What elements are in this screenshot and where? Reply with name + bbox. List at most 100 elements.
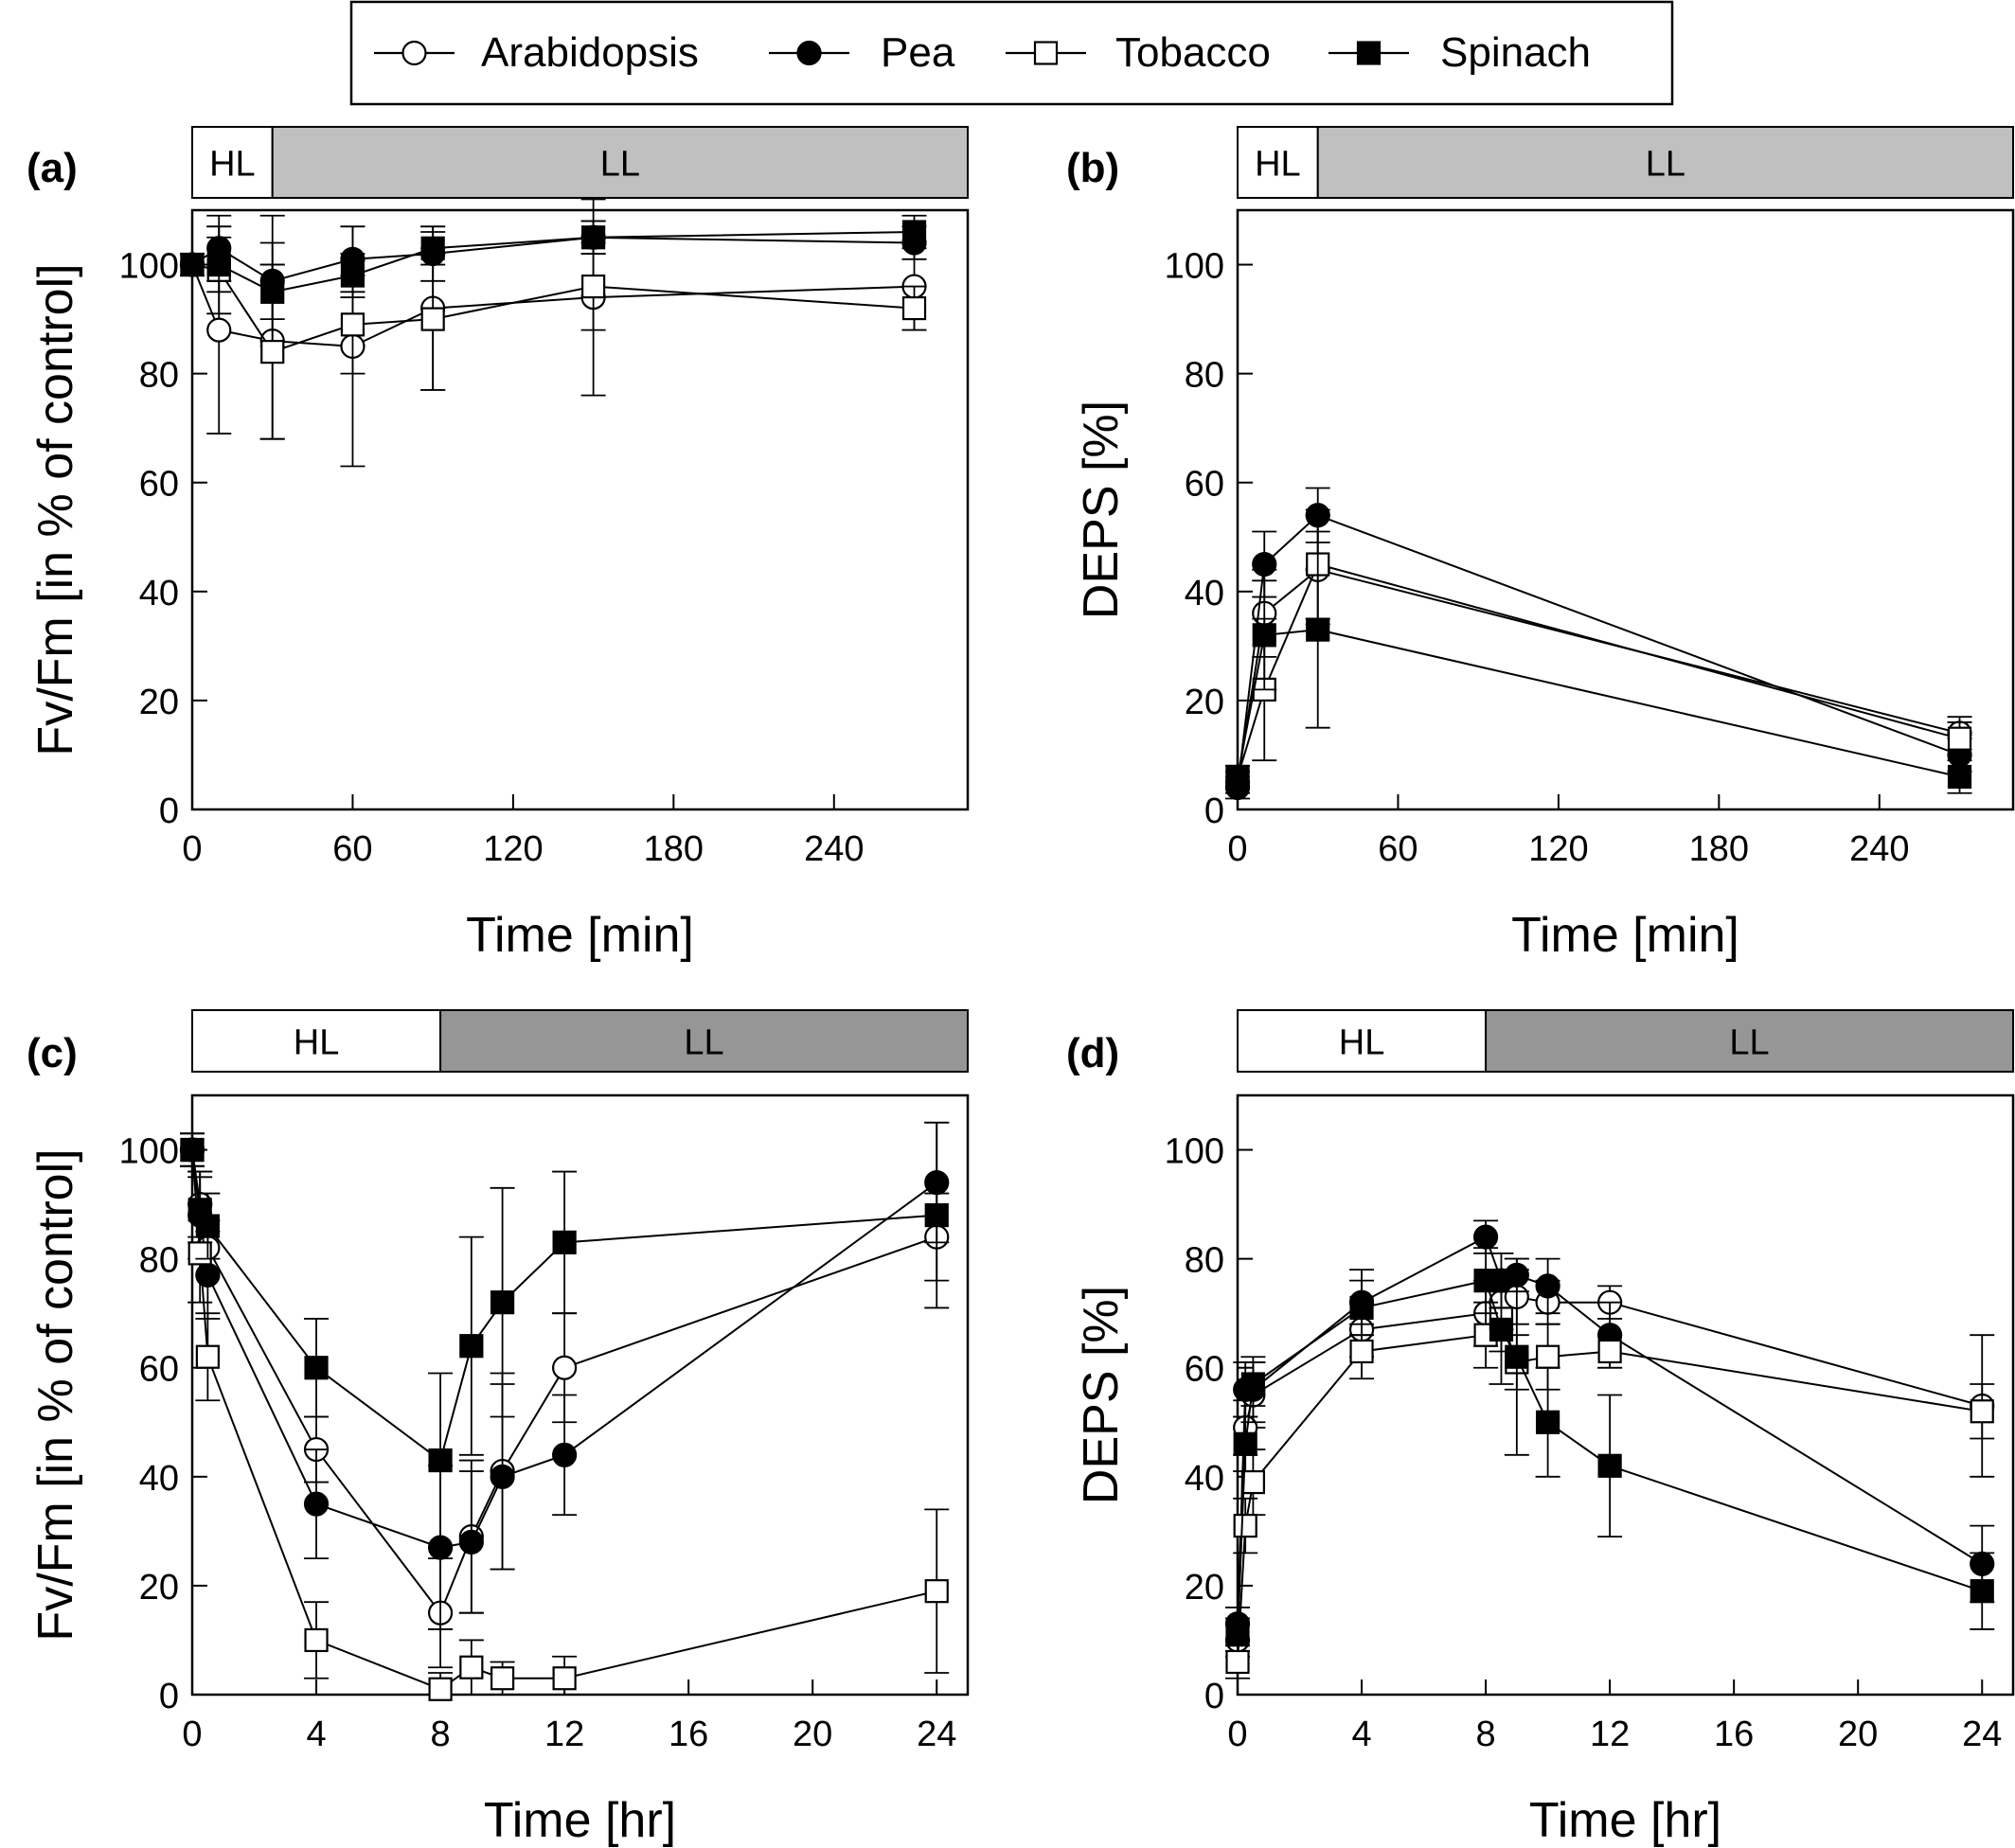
y-tick-label: 20 bbox=[1185, 1568, 1224, 1608]
panel-label-d: (d) bbox=[1066, 1030, 1119, 1076]
x-tick-label: 0 bbox=[1227, 829, 1247, 869]
data-point-tobacco bbox=[552, 1666, 577, 1691]
data-point-spinach bbox=[260, 279, 285, 304]
x-tick-label: 0 bbox=[182, 1715, 202, 1754]
data-point-spinach bbox=[304, 1356, 329, 1380]
x-tick-label: 20 bbox=[1838, 1715, 1878, 1754]
series-pea bbox=[179, 214, 927, 347]
x-tick-label: 24 bbox=[917, 1715, 956, 1754]
data-point-tobacco bbox=[304, 1627, 329, 1653]
light-bar-label-hl: HL bbox=[1255, 145, 1301, 185]
light-bar-hl bbox=[191, 126, 274, 199]
y-tick-label: 80 bbox=[139, 356, 179, 396]
data-point-pea bbox=[552, 1442, 578, 1467]
legend-label-spinach: Spinach bbox=[1440, 29, 1591, 76]
x-tick-label: 0 bbox=[182, 829, 202, 869]
data-point-tobacco bbox=[901, 295, 927, 321]
panel-c: (c) HL LL 0 20 40 60 80 100 0 4 8 12 16 20 24 Time [hr] F… bbox=[27, 1009, 970, 1848]
data-point-tobacco bbox=[1597, 1339, 1622, 1364]
data-point-spinach bbox=[180, 252, 205, 277]
y-tick-label: 0 bbox=[1204, 791, 1224, 831]
x-tick-label: 180 bbox=[644, 829, 704, 869]
x-tick-label: 12 bbox=[544, 1715, 584, 1754]
series-line-tobacco bbox=[1237, 562, 1960, 777]
legend-marker-spinach bbox=[1356, 41, 1382, 65]
light-bar-label-hl: HL bbox=[1339, 1023, 1385, 1063]
y-axis-label: DEPS [%] bbox=[1074, 400, 1129, 619]
series-spinach bbox=[180, 214, 927, 320]
y-tick-label: 60 bbox=[139, 465, 179, 505]
data-point-tobacco bbox=[428, 1677, 453, 1701]
legend: Arabidopsis Pea Tobacco Spinach bbox=[349, 0, 1674, 106]
y-axis-label: DEPS [%] bbox=[1074, 1286, 1129, 1504]
light-bar-hl bbox=[1237, 126, 1319, 199]
legend-label-tobacco: Tobacco bbox=[1115, 29, 1271, 76]
series-line-pea bbox=[191, 236, 915, 282]
series-spinach bbox=[180, 1121, 950, 1549]
y-tick-label: 60 bbox=[1185, 1350, 1224, 1390]
series-spinach bbox=[1225, 1247, 1995, 1652]
data-point-spinach bbox=[1970, 1579, 1994, 1604]
data-point-spinach bbox=[459, 1334, 484, 1359]
data-point-spinach bbox=[1240, 1372, 1265, 1396]
light-bar-hl bbox=[1237, 1009, 1488, 1073]
data-point-tobacco bbox=[1535, 1344, 1560, 1369]
y-tick-label: 80 bbox=[1185, 356, 1224, 396]
light-bar-ll bbox=[1485, 1009, 2014, 1073]
x-tick-label: 12 bbox=[1590, 1715, 1630, 1754]
series-line-tobacco bbox=[191, 263, 915, 353]
y-tick-label: 100 bbox=[1165, 247, 1224, 287]
x-tick-label: 16 bbox=[669, 1715, 708, 1754]
legend-marker-tobacco bbox=[1033, 41, 1059, 65]
data-point-tobacco bbox=[490, 1666, 515, 1691]
data-point-spinach bbox=[1225, 1623, 1250, 1647]
x-tick-label: 240 bbox=[1849, 829, 1909, 869]
data-point-spinach bbox=[924, 1202, 949, 1228]
x-tick-label: 240 bbox=[804, 829, 864, 869]
plot-frame bbox=[190, 1093, 970, 1697]
data-point-pea bbox=[1535, 1273, 1560, 1299]
x-axis-label: Time [hr] bbox=[484, 1793, 676, 1848]
light-bar-ll bbox=[271, 126, 970, 199]
y-tick-label: 60 bbox=[1185, 465, 1224, 505]
series-line-arabidopsis bbox=[191, 264, 915, 347]
data-point-spinach bbox=[428, 1448, 453, 1473]
data-point-pea bbox=[1472, 1224, 1499, 1250]
data-point-spinach bbox=[195, 1214, 220, 1238]
y-tick-label: 20 bbox=[139, 683, 179, 722]
data-point-pea bbox=[490, 1464, 515, 1489]
x-tick-label: 0 bbox=[1227, 1715, 1247, 1754]
x-tick-label: 20 bbox=[793, 1715, 832, 1754]
light-bar-hl bbox=[191, 1009, 442, 1073]
data-point-spinach bbox=[1349, 1295, 1374, 1321]
data-point-spinach bbox=[552, 1230, 577, 1254]
y-tick-label: 100 bbox=[1165, 1132, 1224, 1172]
x-tick-label: 120 bbox=[483, 829, 543, 869]
y-tick-label: 100 bbox=[119, 1132, 179, 1172]
data-point-spinach bbox=[1489, 1317, 1514, 1342]
x-axis-label: Time [hr] bbox=[1529, 1793, 1721, 1848]
x-axis-label: Time [min] bbox=[1511, 908, 1739, 963]
legend-marker-pea bbox=[796, 40, 822, 66]
data-point-spinach bbox=[340, 263, 366, 288]
data-point-spinach bbox=[1306, 617, 1330, 642]
legend-label-pea: Pea bbox=[881, 29, 955, 76]
data-point-spinach bbox=[1225, 764, 1250, 790]
x-tick-label: 60 bbox=[1378, 829, 1418, 869]
light-bar-ll bbox=[1316, 126, 2014, 199]
y-tick-label: 80 bbox=[139, 1241, 179, 1281]
panel-label-c: (c) bbox=[27, 1030, 78, 1076]
light-bar-ll bbox=[439, 1009, 969, 1073]
data-point-tobacco bbox=[459, 1655, 484, 1679]
data-point-spinach bbox=[490, 1290, 515, 1315]
panel-b: (b) HL LL 0 20 40 60 80 100 0 60 120 180 240 Time [min… bbox=[1066, 126, 2015, 963]
series-pea bbox=[1224, 487, 1972, 801]
x-tick-label: 60 bbox=[332, 829, 372, 869]
data-point-spinach bbox=[1535, 1410, 1560, 1434]
light-bar-label-ll: LL bbox=[600, 145, 640, 185]
x-tick-label: 16 bbox=[1714, 1715, 1754, 1754]
panel-label-b: (b) bbox=[1066, 145, 1119, 191]
data-point-pea bbox=[1252, 551, 1277, 578]
x-tick-label: 120 bbox=[1528, 829, 1588, 869]
